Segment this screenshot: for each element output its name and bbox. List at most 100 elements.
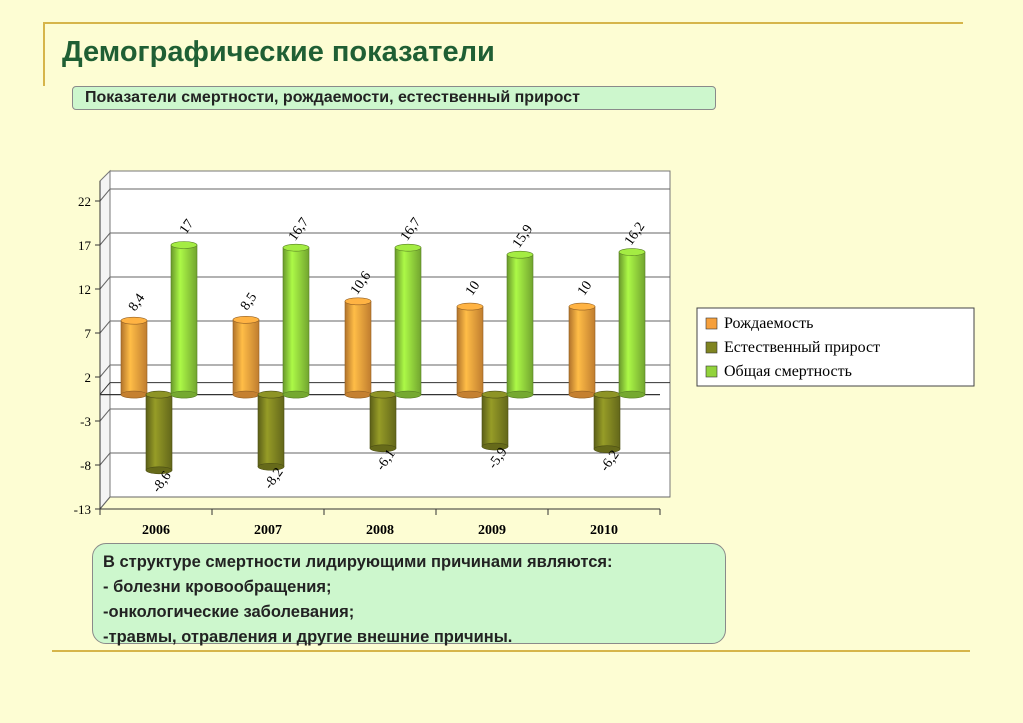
bar-body xyxy=(369,394,397,449)
bar xyxy=(394,243,422,399)
y-tick-label: 2 xyxy=(85,370,92,385)
gridline xyxy=(99,452,670,466)
bar-cap xyxy=(369,390,397,399)
legend-label: Естественный прирост xyxy=(724,339,880,356)
legend-label: Рождаемость xyxy=(724,315,813,332)
bar xyxy=(282,243,310,399)
gridline xyxy=(99,188,670,202)
bar-cap xyxy=(394,243,422,252)
subtitle-box: Показатели смертности, рождаемости, есте… xyxy=(72,86,716,110)
y-tick-label: 7 xyxy=(85,326,92,341)
bar-base xyxy=(344,390,372,399)
bar xyxy=(369,390,397,453)
note-item: - болезни кровообращения; xyxy=(103,578,332,596)
bar-base xyxy=(593,445,621,453)
bar-base xyxy=(120,390,148,399)
bar-cap xyxy=(145,390,173,399)
bar-base xyxy=(257,462,285,471)
bar-cap xyxy=(344,297,372,306)
bar xyxy=(456,302,484,399)
bar xyxy=(506,250,534,399)
bar xyxy=(232,315,260,399)
x-category-label: 2010 xyxy=(590,523,618,538)
gridline xyxy=(99,364,670,378)
bar-base xyxy=(369,444,397,453)
bar-cap xyxy=(120,316,148,325)
bar-base xyxy=(456,390,484,399)
bar-base xyxy=(481,442,509,451)
gridline xyxy=(99,232,670,246)
legend-swatch xyxy=(705,317,718,330)
y-tick-label: 22 xyxy=(78,194,91,209)
bar-body xyxy=(257,394,285,468)
bar-base xyxy=(232,390,260,399)
gridline xyxy=(99,496,670,510)
bar xyxy=(170,241,198,399)
bar-cap xyxy=(481,390,509,399)
bar-cap xyxy=(593,390,621,399)
bar-cap xyxy=(257,390,285,399)
bar xyxy=(618,248,646,399)
bar-body xyxy=(568,306,596,395)
bar-base xyxy=(394,390,422,399)
legend-label: Общая смертность xyxy=(724,363,852,380)
bar-base xyxy=(568,390,596,399)
y-tick-label: -13 xyxy=(74,502,91,517)
bar xyxy=(120,316,148,399)
bar-body xyxy=(618,251,646,395)
bar-base xyxy=(506,390,534,399)
bar-body xyxy=(456,306,484,395)
x-category-label: 2009 xyxy=(478,523,506,538)
legend-swatch xyxy=(705,341,718,354)
bar-cap xyxy=(282,243,310,252)
bar-cap xyxy=(456,302,484,311)
y-tick-label: 12 xyxy=(78,282,91,297)
gridline xyxy=(99,276,670,290)
bar xyxy=(481,390,509,451)
y-tick-label: 17 xyxy=(78,238,92,253)
subtitle: Показатели смертности, рождаемости, есте… xyxy=(85,89,580,106)
bar-base xyxy=(170,390,198,399)
left-rule xyxy=(43,22,45,86)
bar-body xyxy=(344,301,372,395)
bar-cap xyxy=(618,248,646,256)
y-tick-label: -3 xyxy=(80,414,91,429)
bar-body xyxy=(394,247,422,395)
note-item: -травмы, отравления и другие внешние при… xyxy=(103,628,513,646)
y-tick-label: -8 xyxy=(80,458,91,473)
x-category-label: 2008 xyxy=(366,523,394,538)
bar-body xyxy=(170,244,198,395)
bar-body xyxy=(120,320,148,395)
bar-base xyxy=(145,466,173,475)
bar xyxy=(344,297,372,399)
legend-box xyxy=(696,307,975,387)
bar-body xyxy=(481,394,509,447)
zero-line-back xyxy=(99,382,670,395)
note-heading: В структуре смертности лидирующими причи… xyxy=(103,553,613,571)
bar xyxy=(593,390,621,453)
gridline xyxy=(99,320,670,334)
bar-cap xyxy=(568,302,596,311)
bar-base xyxy=(282,390,310,399)
bar-cap xyxy=(506,250,534,259)
bar-body xyxy=(506,254,534,395)
page-title: Демографические показатели xyxy=(62,36,495,68)
bar xyxy=(568,302,596,399)
causes-note: В структуре смертности лидирующими причи… xyxy=(92,543,726,646)
bar-cap xyxy=(232,315,260,324)
bar-body xyxy=(145,394,173,471)
top-rule xyxy=(43,22,963,24)
x-category-label: 2007 xyxy=(254,523,282,538)
bar xyxy=(145,390,173,475)
bar-base xyxy=(618,390,646,399)
bar-body xyxy=(282,247,310,395)
bottom-rule xyxy=(52,650,970,652)
bar-cap xyxy=(170,241,198,249)
bar-body xyxy=(232,319,260,395)
legend-swatch xyxy=(705,365,718,378)
note-item: -онкологические заболевания; xyxy=(103,603,355,621)
bar-body xyxy=(593,394,621,450)
bar xyxy=(257,390,285,471)
x-category-label: 2006 xyxy=(142,523,170,538)
